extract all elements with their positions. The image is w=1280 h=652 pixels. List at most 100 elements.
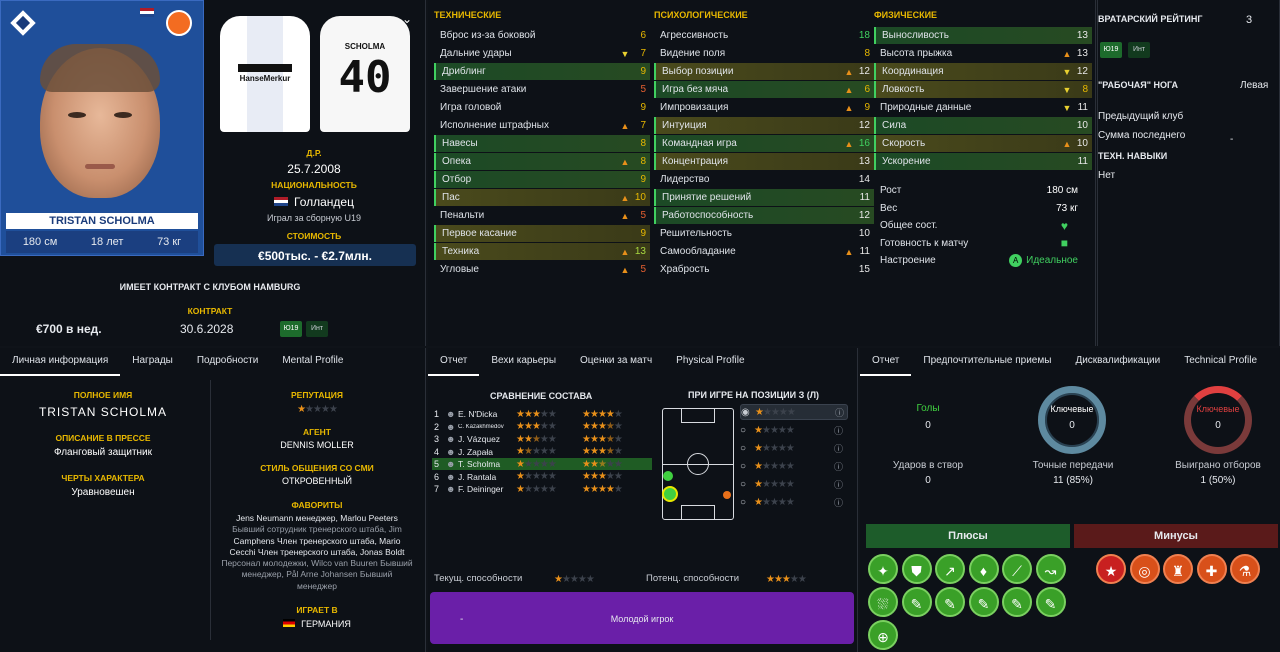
tab-career[interactable]: Вехи карьеры [491,355,557,366]
attribute-row[interactable]: Импровизация ▲ 9 [654,99,874,116]
attribute-row[interactable]: Пенальти ▲ 5 [434,207,650,224]
radio-icon[interactable]: ◉ [741,406,750,418]
attribute-row[interactable]: Видение поля 8 [654,45,874,62]
minus-trait-icon[interactable]: ♜ [1163,554,1193,584]
squad-row[interactable]: 7 ☻ F. Deininger ★★★★★ ★★★★★ [432,483,652,495]
attribute-row[interactable]: Интуиция 12 [654,117,874,134]
plus-trait-icon[interactable]: ↗ [935,554,965,584]
plus-trait-icon[interactable]: ⟋ [1002,554,1032,584]
tab-report2[interactable]: Отчет [860,348,912,376]
tab-technical-profile[interactable]: Technical Profile [1184,355,1258,366]
young-player-box[interactable] [430,592,854,644]
plus-trait-icon[interactable]: ✦ [868,554,898,584]
attribute-name: Ловкость [882,84,925,95]
attribute-row[interactable]: Ускорение 11 [874,153,1092,170]
tab-ratings[interactable]: Оценки за матч [580,355,653,366]
role-row[interactable]: ◉ ★★★★★ ⓘ [740,404,848,420]
attribute-row[interactable]: Сила 10 [874,117,1092,134]
plus-trait-icon[interactable]: ⛊ [901,554,932,584]
chevron-down-icon[interactable]: ⌄ [402,12,413,26]
tab-suspensions[interactable]: Дисквалификации [1075,355,1161,366]
gk-badge-u19[interactable]: Ю19 [1100,42,1122,58]
squad-row[interactable]: 3 ☻ J. Vázquez ★★★★★ ★★★★★ [432,433,652,445]
role-row[interactable]: ○ ★★★★★ ⓘ [740,494,848,510]
minus-trait-icon[interactable]: ★ [1096,554,1126,584]
squad-row[interactable]: 6 ☻ J. Rantala ★★★★★ ★★★★★ [432,471,652,483]
arrow-icon: ▲ [844,246,854,257]
attribute-row[interactable]: Агрессивность 18 [654,27,874,44]
badge-u19[interactable]: Ю19 [280,321,302,337]
attribute-row[interactable]: Работоспособность 12 [654,207,874,224]
attribute-row[interactable]: Пас ▲ 10 [434,189,650,206]
attribute-row[interactable]: Игра головой 9 [434,99,650,116]
tab-personal-info[interactable]: Личная информация [0,348,121,376]
tab-physical-profile[interactable]: Physical Profile [676,355,745,366]
squad-row[interactable]: 1 ☻ E. N'Dicka ★★★★★ ★★★★★ [432,408,652,420]
tab-report[interactable]: Отчет [428,348,480,376]
info-icon[interactable]: ⓘ [835,407,845,418]
tab-preferred-moves[interactable]: Предпочтительные приемы [923,355,1052,366]
role-row[interactable]: ○ ★★★★★ ⓘ [740,458,848,474]
attribute-row[interactable]: Высота прыжка ▲ 13 [874,45,1092,62]
role-row[interactable]: ○ ★★★★★ ⓘ [740,440,848,456]
attribute-row[interactable]: Концентрация 13 [654,153,874,170]
attribute-row[interactable]: Исполнение штрафных ▲ 7 [434,117,650,134]
attribute-row[interactable]: Навесы 8 [434,135,650,152]
plus-trait-icon[interactable]: ✎ [968,587,999,617]
minus-trait-icon[interactable]: ✚ [1196,554,1227,584]
attribute-row[interactable]: Командная игра ▲ 16 [654,135,874,152]
attribute-row[interactable]: Координация ▼ 12 [874,63,1092,80]
attribute-row[interactable]: Дальние удары ▼ 7 [434,45,650,62]
attribute-row[interactable]: Отбор 9 [434,171,650,188]
info-icon[interactable]: ⓘ [834,425,844,436]
attribute-row[interactable]: Дриблинг 9 [434,63,650,80]
attribute-row[interactable]: Выбор позиции ▲ 12 [654,63,874,80]
role-row[interactable]: ○ ★★★★★ ⓘ [740,422,848,438]
attribute-row[interactable]: Самообладание ▲ 11 [654,243,874,260]
info-icon[interactable]: ⓘ [834,461,844,472]
tab-details[interactable]: Подробности [196,355,259,366]
radio-icon[interactable]: ○ [740,442,747,454]
plus-trait-icon[interactable]: ↝ [1035,554,1066,584]
plus-trait-icon[interactable]: ⊕ [868,620,898,650]
attribute-row[interactable]: Техника ▲ 13 [434,243,650,260]
attribute-value: 13 [858,156,870,167]
gk-badge-int[interactable]: Инт [1128,42,1150,58]
attribute-row[interactable]: Природные данные ▼ 11 [874,99,1092,116]
radio-icon[interactable]: ○ [740,496,747,508]
role-row[interactable]: ○ ★★★★★ ⓘ [740,476,848,492]
attribute-row[interactable]: Выносливость 13 [874,27,1092,44]
squad-row[interactable]: 4 ☻ J. Zapała ★★★★★ ★★★★★ [432,446,652,458]
radio-icon[interactable]: ○ [740,478,747,490]
plus-trait-icon[interactable]: ⛆ [868,587,898,617]
squad-row[interactable]: 5 ☻ T. Scholma ★★★★★ ★★★★★ [432,458,652,470]
attribute-row[interactable]: Завершение атаки 5 [434,81,650,98]
tab-mental-profile[interactable]: Mental Profile [282,355,344,366]
plus-trait-icon[interactable]: ✎ [1035,587,1066,617]
radio-icon[interactable]: ○ [740,460,747,472]
attribute-row[interactable]: Ловкость ▼ 8 [874,81,1092,98]
attribute-row[interactable]: Опека ▲ 8 [434,153,650,170]
plus-trait-icon[interactable]: ✎ [1002,587,1032,617]
plus-trait-icon[interactable]: ♦ [968,554,999,584]
attribute-row[interactable]: Решительность 10 [654,225,874,242]
attribute-row[interactable]: Первое касание 9 [434,225,650,242]
attribute-row[interactable]: Лидерство 14 [654,171,874,188]
radio-icon[interactable]: ○ [740,424,747,436]
squad-row[interactable]: 2 ☻ C. Kazakhmedov ★★★★★ ★★★★★ [432,421,652,433]
minus-trait-icon[interactable]: ⚗ [1230,554,1260,584]
attribute-row[interactable]: Угловые ▲ 5 [434,261,650,278]
attribute-row[interactable]: Принятие решений 11 [654,189,874,206]
attribute-row[interactable]: Скорость ▲ 10 [874,135,1092,152]
info-icon[interactable]: ⓘ [834,443,844,454]
badge-int[interactable]: Инт [306,321,328,337]
plus-trait-icon[interactable]: ✎ [901,587,932,617]
attribute-row[interactable]: Вброс из-за боковой 6 [434,27,650,44]
attribute-row[interactable]: Храбрость 15 [654,261,874,278]
minus-trait-icon[interactable]: ◎ [1129,554,1160,584]
tab-awards[interactable]: Награды [132,355,173,366]
info-icon[interactable]: ⓘ [834,479,844,490]
info-icon[interactable]: ⓘ [834,497,844,508]
plus-trait-icon[interactable]: ✎ [935,587,965,617]
attribute-row[interactable]: Игра без мяча ▲ 6 [654,81,874,98]
